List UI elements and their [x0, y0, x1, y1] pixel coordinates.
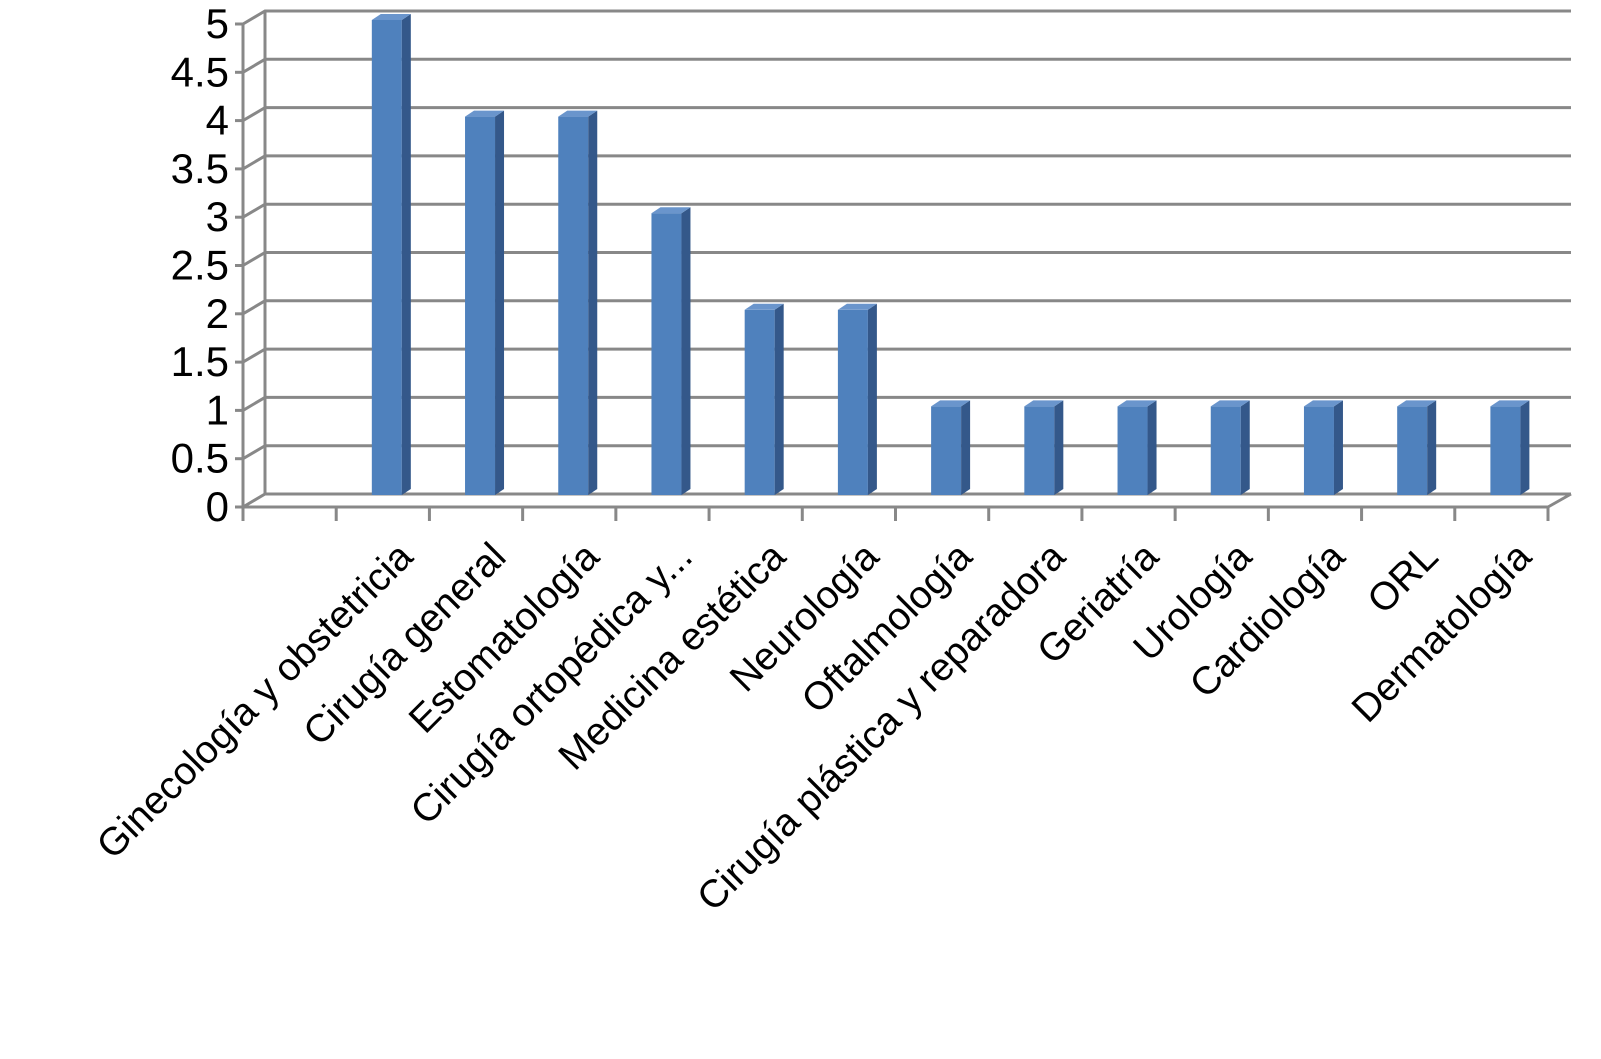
bar-top — [744, 303, 784, 310]
bar — [1117, 406, 1148, 495]
bar-side — [1147, 400, 1157, 495]
bar — [371, 20, 402, 495]
y-tick-label: 0 — [206, 483, 229, 530]
chart-walls — [241, 11, 1572, 509]
bar — [931, 406, 962, 495]
bar — [465, 116, 496, 495]
gridline — [242, 395, 1571, 412]
bars — [371, 14, 1530, 495]
bar — [1210, 406, 1241, 495]
bar-side — [495, 110, 505, 495]
bar — [1303, 406, 1334, 495]
bar — [1397, 406, 1428, 495]
bar-top — [651, 207, 691, 214]
bar — [558, 116, 589, 495]
bar-top — [465, 110, 505, 117]
bar-top — [1303, 400, 1343, 407]
y-axis-ticks: 00.511.522.533.544.55 — [171, 0, 243, 530]
y-tick-label: 2 — [206, 290, 229, 337]
gridline — [242, 9, 1571, 26]
gridline — [242, 106, 1571, 122]
floor-right-edge — [1547, 492, 1572, 509]
bar-side — [961, 400, 971, 495]
gridline — [242, 299, 1571, 316]
bar-side — [681, 207, 691, 495]
bar-side — [774, 303, 784, 495]
gridline — [242, 57, 1571, 74]
y-tick-label: 4.5 — [171, 48, 229, 95]
gridline — [242, 347, 1571, 364]
y-tick-label: 1.5 — [171, 338, 229, 385]
x-axis — [241, 505, 1550, 521]
bar-side — [1427, 400, 1437, 495]
bar-top — [1117, 400, 1157, 407]
bar — [1490, 406, 1521, 495]
y-tick-label: 3 — [206, 193, 229, 240]
gridline — [242, 444, 1571, 460]
bar-side — [1054, 400, 1064, 495]
bar-side — [1520, 400, 1530, 495]
bar-top — [1490, 400, 1530, 407]
bar-side — [1240, 400, 1250, 495]
bar-top — [1024, 400, 1064, 407]
y-tick-label: 3.5 — [171, 145, 229, 192]
bar — [651, 213, 682, 495]
y-tick-label: 2.5 — [171, 242, 229, 289]
y-tick-label: 5 — [206, 0, 229, 47]
gridline — [242, 251, 1571, 267]
y-tick-label: 0.5 — [171, 435, 229, 482]
bar — [1024, 406, 1055, 495]
gridline — [242, 202, 1571, 219]
bar — [837, 309, 868, 495]
bar-top — [1397, 400, 1437, 407]
bar — [744, 309, 775, 495]
bar-side — [401, 14, 411, 495]
bar-side — [588, 110, 598, 495]
bar-top — [371, 14, 411, 20]
bar-top — [837, 303, 877, 310]
gridlines — [242, 9, 1571, 509]
y-tick-label: 4 — [206, 97, 229, 144]
bar-side — [1333, 400, 1343, 495]
bar-side — [867, 303, 877, 495]
gridline — [242, 492, 1571, 509]
gridline — [242, 154, 1571, 171]
bar-top — [1210, 400, 1250, 407]
category-label: ORL — [1359, 535, 1446, 622]
bar-top — [931, 400, 971, 407]
bar-top — [558, 110, 598, 117]
y-tick-label: 1 — [206, 386, 229, 433]
